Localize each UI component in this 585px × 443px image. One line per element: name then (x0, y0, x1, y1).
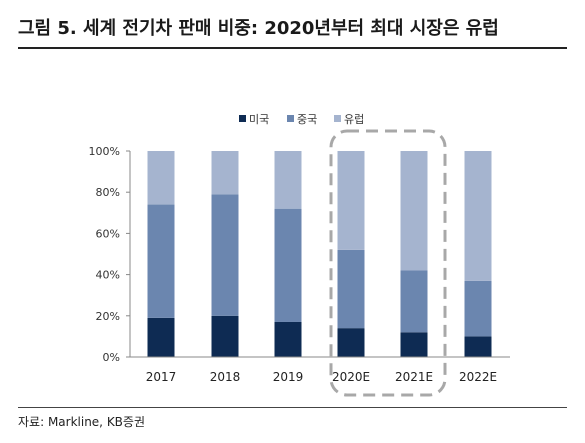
bar-segment-2018-유럽 (211, 151, 239, 195)
bar-segment-2019-중국 (274, 208, 302, 322)
bar-segment-2021E-미국 (400, 332, 428, 357)
legend-swatch-2 (334, 115, 341, 122)
legend-label-1: 중국 (297, 113, 317, 126)
stacked-bar-chart: 미국 중국 유럽 0%20%40%60%80%100% 2017 2018 2019 20… (89, 112, 510, 397)
bar-segment-2020E-미국 (337, 328, 365, 357)
y-tick-label: 40% (96, 269, 120, 282)
legend-swatch-1 (287, 115, 294, 122)
bar-segment-2019-미국 (274, 321, 302, 357)
bar-segment-2018-미국 (211, 315, 239, 357)
page-title: 그림 5. 세계 전기차 판매 비중: 2020년부터 최대 시장은 유럽 (18, 18, 499, 39)
bar-segment-2022E-중국 (464, 280, 492, 337)
bar-segment-2017-유럽 (147, 151, 175, 205)
legend-label-2: 유럽 (344, 112, 364, 126)
y-tick-label: 60% (96, 227, 120, 240)
x-tick-label: 2019 (273, 370, 304, 384)
y-tick-label: 80% (96, 186, 120, 199)
y-axis: 0% 20% 40% 60% 80% 100% (89, 145, 131, 364)
forecast-highlight-box (329, 129, 447, 397)
legend-swatch-0 (239, 115, 246, 122)
legend-label-0: 미국 (249, 113, 269, 126)
bars-group (147, 151, 492, 357)
y-tick-label: 0% (103, 351, 120, 364)
x-tick-label: 2021E (395, 370, 433, 384)
x-axis: 2017 2018 2019 2020E 2021E 2022E (130, 356, 510, 384)
bar-segment-2019-유럽 (274, 151, 302, 209)
bar-segment-2017-중국 (147, 204, 175, 318)
y-tick-label: 20% (96, 310, 120, 323)
x-tick-label: 2018 (210, 370, 241, 384)
source-note: 자료: Markline, KB증권 (18, 415, 145, 429)
title-divider (18, 47, 567, 49)
y-tick-label: 100% (89, 145, 120, 158)
bar-segment-2022E-미국 (464, 336, 492, 357)
bar-segment-2018-중국 (211, 194, 239, 316)
bar-segment-2022E-유럽 (464, 151, 492, 281)
bar-segment-2020E-중국 (337, 249, 365, 329)
x-tick-label: 2017 (146, 370, 177, 384)
bar-segment-2021E-중국 (400, 270, 428, 333)
bar-segment-2021E-유럽 (400, 151, 428, 271)
bar-segment-2020E-유럽 (337, 151, 365, 250)
chart-legend: 미국 중국 유럽 (239, 112, 364, 126)
source-divider (18, 407, 567, 408)
x-tick-label: 2022E (459, 370, 497, 384)
bar-segment-2017-미국 (147, 317, 175, 357)
x-tick-label: 2020E (332, 370, 370, 384)
